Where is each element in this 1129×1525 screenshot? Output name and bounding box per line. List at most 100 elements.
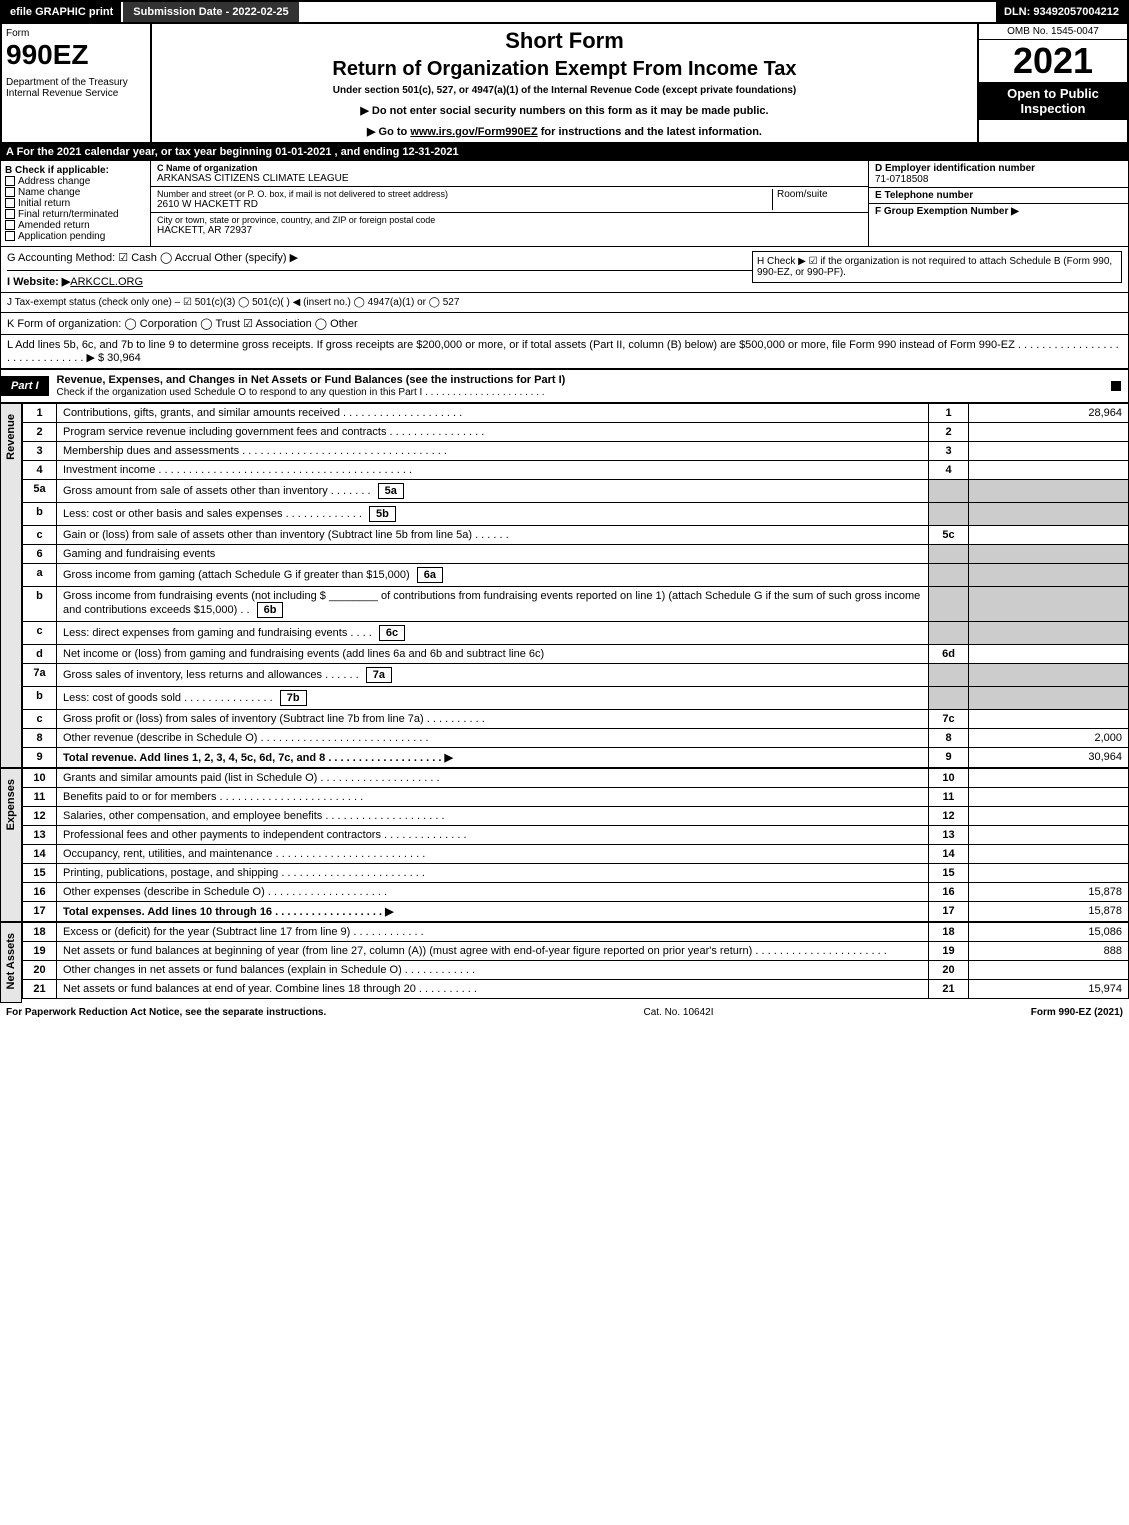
- revenue-section: Revenue 1Contributions, gifts, grants, a…: [0, 403, 1129, 768]
- inner-6b: 6b: [257, 602, 284, 618]
- expenses-side-label: Expenses: [0, 768, 22, 922]
- netassets-table: 18Excess or (deficit) for the year (Subt…: [22, 922, 1129, 999]
- part1-tag: Part I: [1, 376, 49, 396]
- city-state-zip: HACKETT, AR 72937: [157, 225, 862, 236]
- inner-7a: 7a: [366, 667, 392, 683]
- footer-cat: Cat. No. 10642I: [326, 1007, 1030, 1018]
- line-k: K Form of organization: ◯ Corporation ◯ …: [0, 313, 1129, 335]
- line-13: 13Professional fees and other payments t…: [23, 826, 1129, 845]
- line-10: 10Grants and similar amounts paid (list …: [23, 769, 1129, 788]
- room-suite-label: Room/suite: [772, 189, 862, 210]
- submission-date: Submission Date - 2022-02-25: [121, 2, 298, 22]
- line-21: 21Net assets or fund balances at end of …: [23, 980, 1129, 999]
- form-header: Form 990EZ Department of the Treasury In…: [0, 24, 1129, 144]
- line-11: 11Benefits paid to or for members . . . …: [23, 788, 1129, 807]
- line-19: 19Net assets or fund balances at beginni…: [23, 942, 1129, 961]
- c-city-row: City or town, state or province, country…: [151, 213, 868, 238]
- title-return: Return of Organization Exempt From Incom…: [162, 58, 967, 81]
- c-name-row: C Name of organization ARKANSAS CITIZENS…: [151, 161, 868, 187]
- footer-left: For Paperwork Reduction Act Notice, see …: [6, 1007, 326, 1018]
- f-group-row: F Group Exemption Number ▶: [869, 204, 1128, 219]
- revenue-table: 1Contributions, gifts, grants, and simil…: [22, 403, 1129, 768]
- part1-title-text: Revenue, Expenses, and Changes in Net As…: [57, 374, 566, 386]
- box-c: C Name of organization ARKANSAS CITIZENS…: [151, 161, 868, 246]
- b-opt-address[interactable]: Address change: [5, 176, 146, 187]
- city-label: City or town, state or province, country…: [157, 215, 862, 225]
- line-3: 3Membership dues and assessments . . . .…: [23, 442, 1129, 461]
- irs-link[interactable]: www.irs.gov/Form990EZ: [410, 126, 537, 138]
- footer-form: Form 990-EZ (2021): [1031, 1007, 1123, 1018]
- inner-6c: 6c: [379, 625, 405, 641]
- box-b: B Check if applicable: Address change Na…: [1, 161, 151, 246]
- addr-label: Number and street (or P. O. box, if mail…: [157, 189, 772, 199]
- line-16: 16Other expenses (describe in Schedule O…: [23, 883, 1129, 902]
- line-l: L Add lines 5b, 6c, and 7b to line 9 to …: [0, 335, 1129, 369]
- line-i: I Website: ▶ARKCCL.ORG: [7, 275, 752, 288]
- line-6a: aGross income from gaming (attach Schedu…: [23, 564, 1129, 587]
- omb-number: OMB No. 1545-0047: [979, 24, 1127, 40]
- expenses-table: 10Grants and similar amounts paid (list …: [22, 768, 1129, 922]
- line-15: 15Printing, publications, postage, and s…: [23, 864, 1129, 883]
- box-bcd: B Check if applicable: Address change Na…: [0, 160, 1129, 247]
- line-6c: cLess: direct expenses from gaming and f…: [23, 622, 1129, 645]
- line-6: 6Gaming and fundraising events: [23, 545, 1129, 564]
- line-7a: 7aGross sales of inventory, less returns…: [23, 664, 1129, 687]
- header-right: OMB No. 1545-0047 2021 Open to Public In…: [977, 24, 1127, 142]
- revenue-side-label: Revenue: [0, 403, 22, 768]
- box-def: D Employer identification number 71-0718…: [868, 161, 1128, 246]
- tax-year: 2021: [979, 40, 1127, 82]
- line-j: J Tax-exempt status (check only one) – ☑…: [0, 293, 1129, 313]
- inner-7b: 7b: [280, 690, 307, 706]
- line-17: 17Total expenses. Add lines 10 through 1…: [23, 902, 1129, 922]
- ein-value: 71-0718508: [875, 174, 1122, 185]
- line-8: 8Other revenue (describe in Schedule O) …: [23, 729, 1129, 748]
- inner-5a: 5a: [378, 483, 404, 499]
- b-opt-initial[interactable]: Initial return: [5, 198, 146, 209]
- line-12: 12Salaries, other compensation, and empl…: [23, 807, 1129, 826]
- expenses-section: Expenses 10Grants and similar amounts pa…: [0, 768, 1129, 922]
- part1-sub-text: Check if the organization used Schedule …: [57, 387, 545, 398]
- f-label: F Group Exemption Number ▶: [875, 206, 1122, 217]
- line-9: 9Total revenue. Add lines 1, 2, 3, 4, 5c…: [23, 748, 1129, 768]
- line-6d: dNet income or (loss) from gaming and fu…: [23, 645, 1129, 664]
- c-addr-row: Number and street (or P. O. box, if mail…: [151, 187, 868, 213]
- line-g-h: G Accounting Method: ☑ Cash ◯ Accrual Ot…: [0, 247, 1129, 293]
- note-link: ▶ Go to www.irs.gov/Form990EZ for instru…: [162, 125, 967, 138]
- open-to-public: Open to Public Inspection: [979, 82, 1127, 120]
- b-opt-pending[interactable]: Application pending: [5, 231, 146, 242]
- d-label: D Employer identification number: [875, 163, 1122, 174]
- e-phone-row: E Telephone number: [869, 188, 1128, 204]
- line-7b: bLess: cost of goods sold . . . . . . . …: [23, 687, 1129, 710]
- efile-label: efile GRAPHIC print: [2, 2, 121, 22]
- street-address: 2610 W HACKETT RD: [157, 199, 772, 210]
- inner-5b: 5b: [369, 506, 396, 522]
- b-opt-name[interactable]: Name change: [5, 187, 146, 198]
- dln-label: DLN: 93492057004212: [996, 2, 1127, 22]
- header-left: Form 990EZ Department of the Treasury In…: [2, 24, 152, 142]
- website-link[interactable]: ARKCCL.ORG: [70, 276, 143, 288]
- d-ein-row: D Employer identification number 71-0718…: [869, 161, 1128, 188]
- header-mid: Short Form Return of Organization Exempt…: [152, 24, 977, 142]
- part1-checkbox[interactable]: [1107, 376, 1128, 396]
- line-5a: 5aGross amount from sale of assets other…: [23, 480, 1129, 503]
- form-number: 990EZ: [6, 39, 146, 71]
- subtitle: Under section 501(c), 527, or 4947(a)(1)…: [162, 85, 967, 96]
- line-a: A For the 2021 calendar year, or tax yea…: [0, 144, 1129, 160]
- line-h: H Check ▶ ☑ if the organization is not r…: [752, 251, 1122, 283]
- line-g: G Accounting Method: ☑ Cash ◯ Accrual Ot…: [7, 251, 752, 271]
- line-1: 1Contributions, gifts, grants, and simil…: [23, 404, 1129, 423]
- b-opt-amended[interactable]: Amended return: [5, 220, 146, 231]
- title-short-form: Short Form: [162, 28, 967, 54]
- b-opt-final[interactable]: Final return/terminated: [5, 209, 146, 220]
- line-2: 2Program service revenue including gover…: [23, 423, 1129, 442]
- c-label: C Name of organization: [157, 163, 862, 173]
- part1-title: Revenue, Expenses, and Changes in Net As…: [49, 370, 1107, 402]
- inner-6a: 6a: [417, 567, 443, 583]
- line-5b: bLess: cost or other basis and sales exp…: [23, 503, 1129, 526]
- page-footer: For Paperwork Reduction Act Notice, see …: [0, 1003, 1129, 1022]
- top-bar: efile GRAPHIC print Submission Date - 20…: [0, 0, 1129, 24]
- netassets-side-label: Net Assets: [0, 922, 22, 1003]
- line-6b: bGross income from fundraising events (n…: [23, 587, 1129, 622]
- e-label: E Telephone number: [875, 190, 1122, 201]
- note-ssn: ▶ Do not enter social security numbers o…: [162, 104, 967, 117]
